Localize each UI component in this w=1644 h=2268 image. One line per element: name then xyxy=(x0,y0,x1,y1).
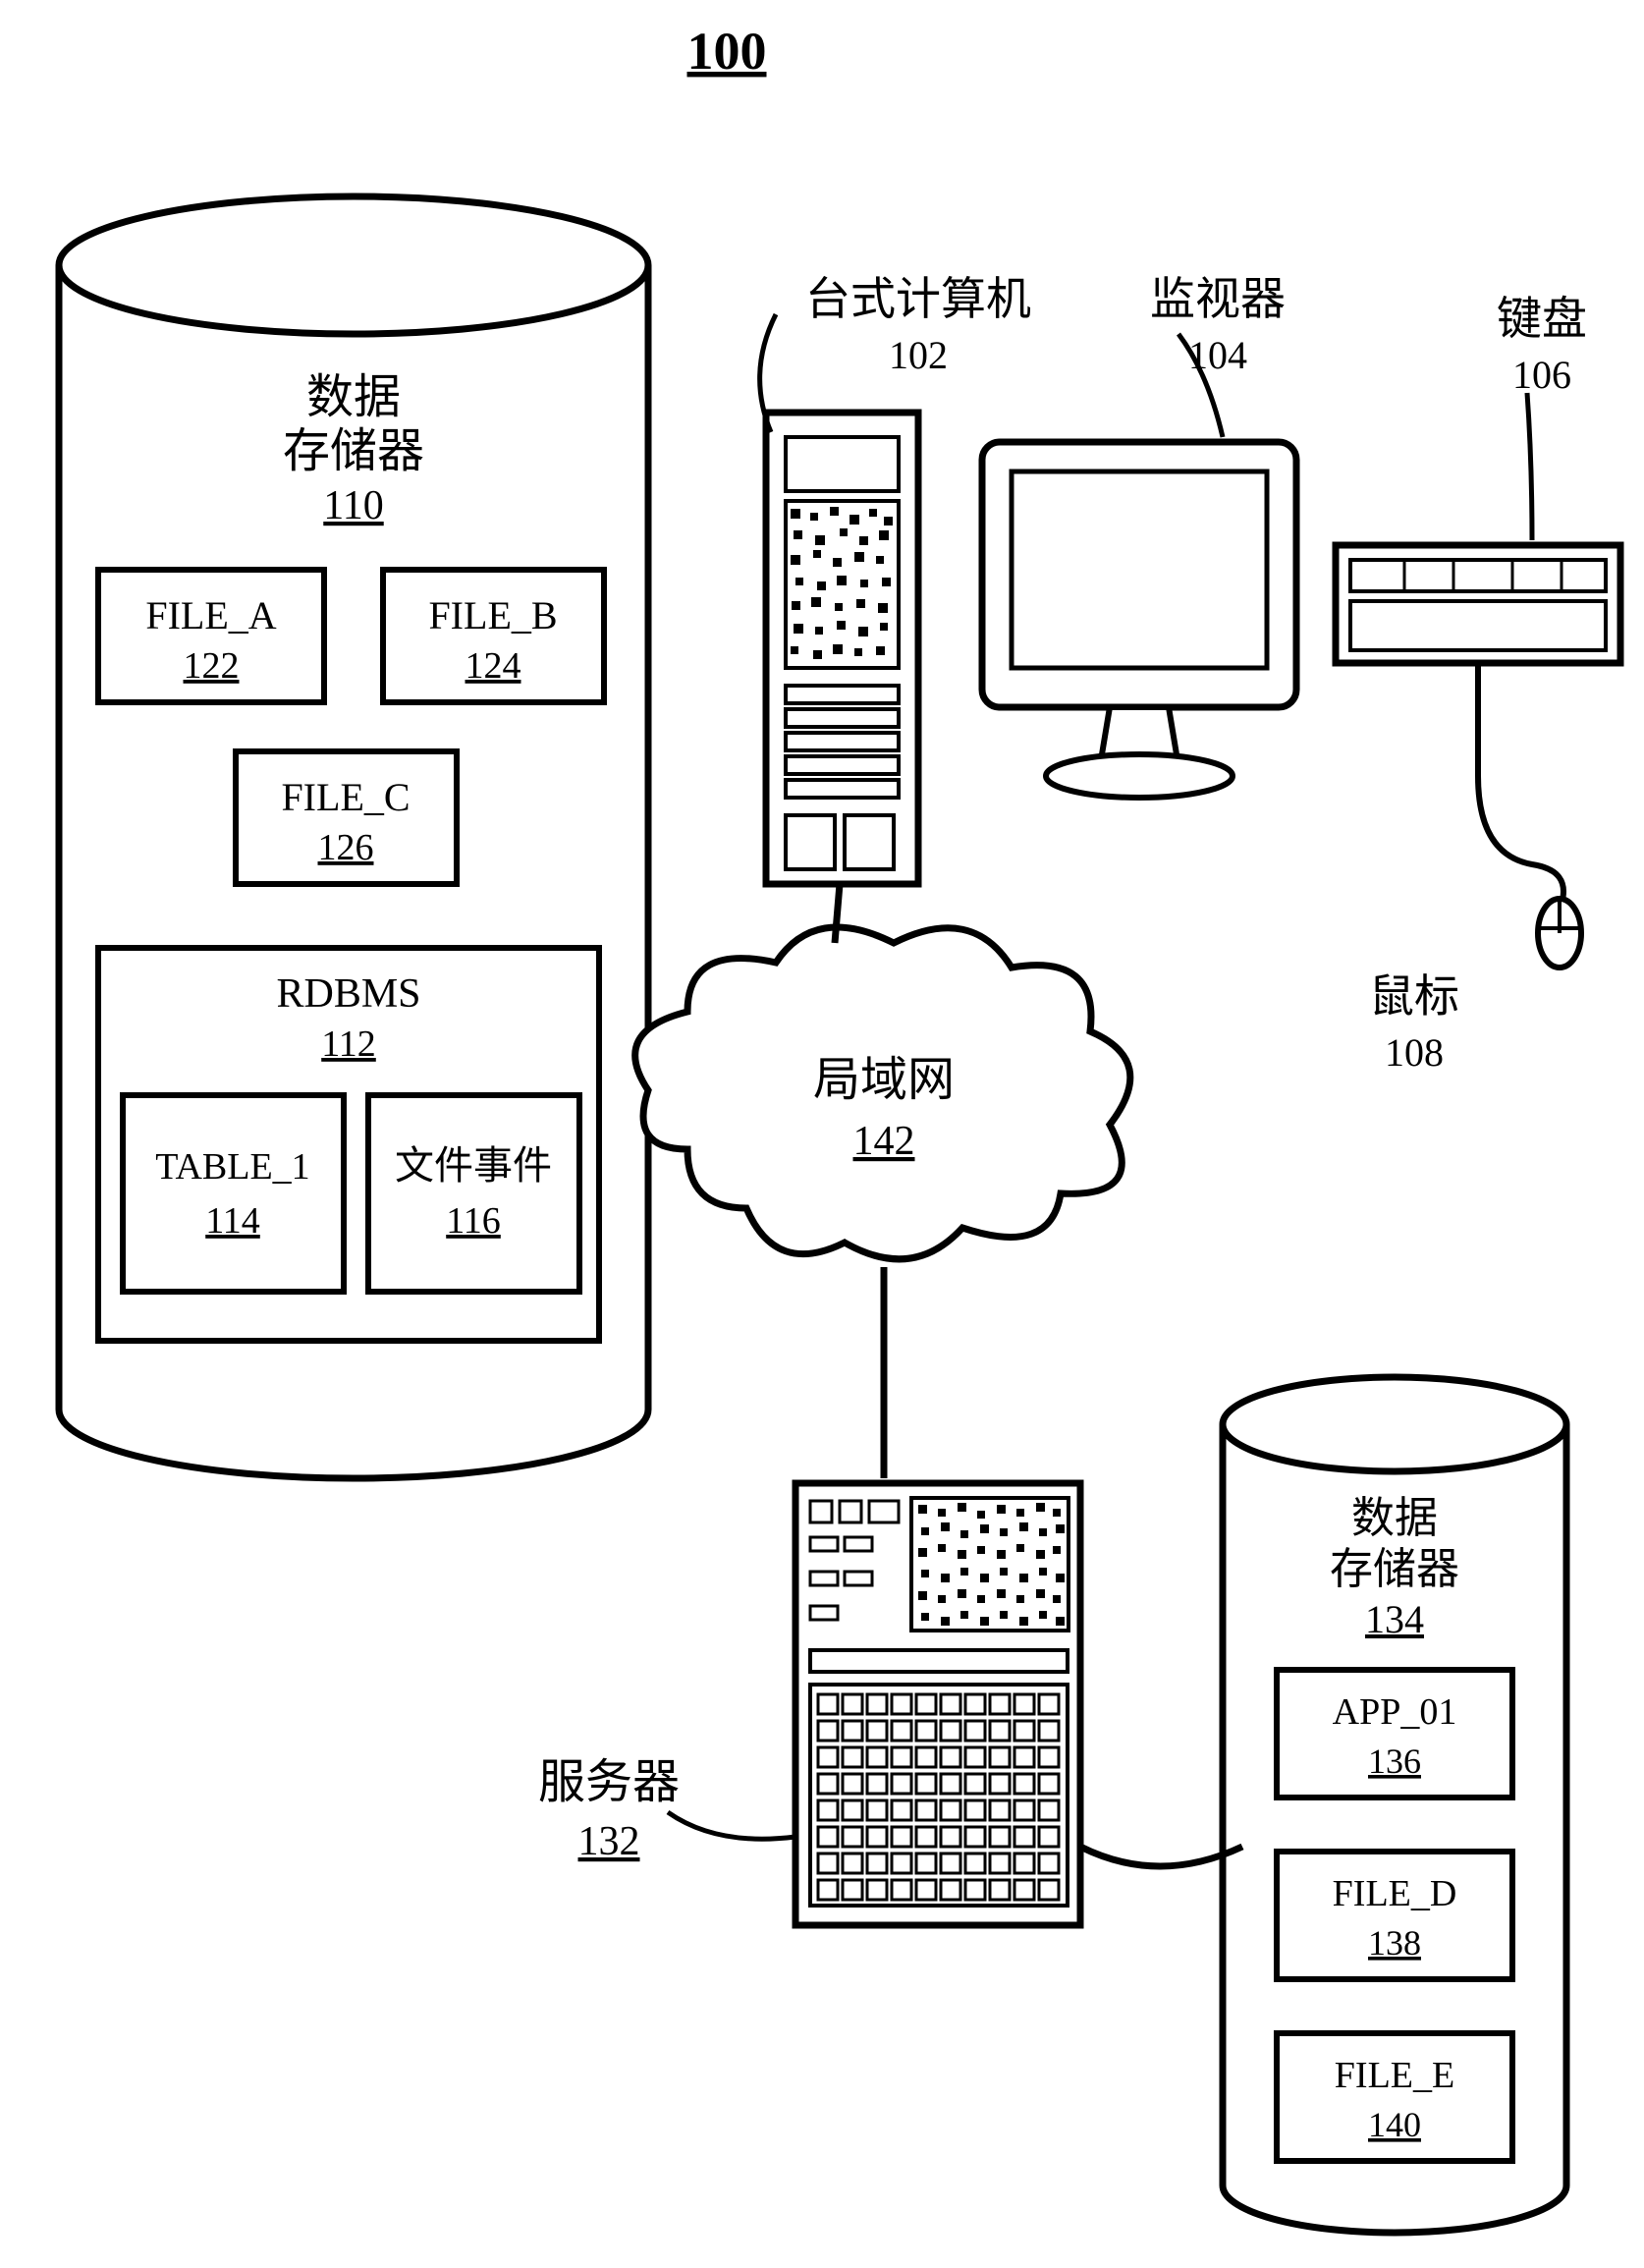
storage-left: 数据 存储器 110 FILE_A 122 FILE_B 124 FILE_C … xyxy=(59,196,648,1478)
file-d-ref: 138 xyxy=(1368,1923,1421,1963)
rdbms-ref: 112 xyxy=(321,1023,376,1065)
desktop-ref: 102 xyxy=(889,333,948,377)
diagram-canvas: 100 数据 存储器 110 FILE_A 122 FILE_B 124 FIL… xyxy=(0,0,1644,2268)
keyboard-ref: 106 xyxy=(1512,353,1571,397)
file-c-label: FILE_C xyxy=(281,775,410,819)
mouse: 鼠标 108 xyxy=(1369,899,1581,1075)
file-a-ref: 122 xyxy=(184,645,240,687)
app01-label: APP_01 xyxy=(1333,1691,1457,1733)
desktop-label: 台式计算机 xyxy=(805,274,1031,324)
monitor-label: 监视器 xyxy=(1150,274,1286,324)
file-b-label: FILE_B xyxy=(428,593,557,637)
server-label: 服务器 xyxy=(538,1756,680,1808)
file-events-ref: 116 xyxy=(446,1200,501,1242)
storage-left-title1: 数据 xyxy=(306,371,401,423)
file-a-label: FILE_A xyxy=(145,593,276,637)
storage-right-ref: 134 xyxy=(1365,1597,1424,1641)
storage-right: 数据 存储器 134 APP_01 136 FILE_D 138 FILE_E … xyxy=(1223,1377,1566,2233)
keyboard: 键盘 106 xyxy=(1336,294,1620,904)
table1-ref: 114 xyxy=(205,1200,260,1242)
monitor: 监视器 104 xyxy=(982,274,1296,798)
storage-left-ref: 110 xyxy=(323,483,383,528)
file-e-label: FILE_E xyxy=(1335,2055,1454,2096)
lan-label: 局域网 xyxy=(813,1054,955,1106)
file-d-label: FILE_D xyxy=(1333,1873,1457,1914)
file-events-label: 文件事件 xyxy=(395,1143,552,1188)
figure-ref: 100 xyxy=(687,22,767,81)
mouse-ref: 108 xyxy=(1385,1030,1444,1075)
file-b-ref: 124 xyxy=(466,645,521,687)
lan-cloud: 局域网 142 xyxy=(635,927,1130,1259)
table1-label: TABLE_1 xyxy=(155,1146,309,1188)
file-c-ref: 126 xyxy=(318,827,374,868)
server: 服务器 132 xyxy=(538,1483,1080,1925)
monitor-ref: 104 xyxy=(1188,333,1247,377)
mouse-label: 鼠标 xyxy=(1369,971,1459,1022)
storage-right-title2: 存储器 xyxy=(1330,1545,1459,1593)
lan-ref: 142 xyxy=(853,1119,915,1164)
rdbms-label: RDBMS xyxy=(276,971,420,1017)
server-ref: 132 xyxy=(578,1819,640,1864)
storage-right-title1: 数据 xyxy=(1351,1494,1438,1542)
app01-ref: 136 xyxy=(1368,1742,1421,1781)
keyboard-label: 键盘 xyxy=(1497,294,1587,344)
file-e-ref: 140 xyxy=(1368,2105,1421,2144)
storage-left-title2: 存储器 xyxy=(283,425,424,477)
